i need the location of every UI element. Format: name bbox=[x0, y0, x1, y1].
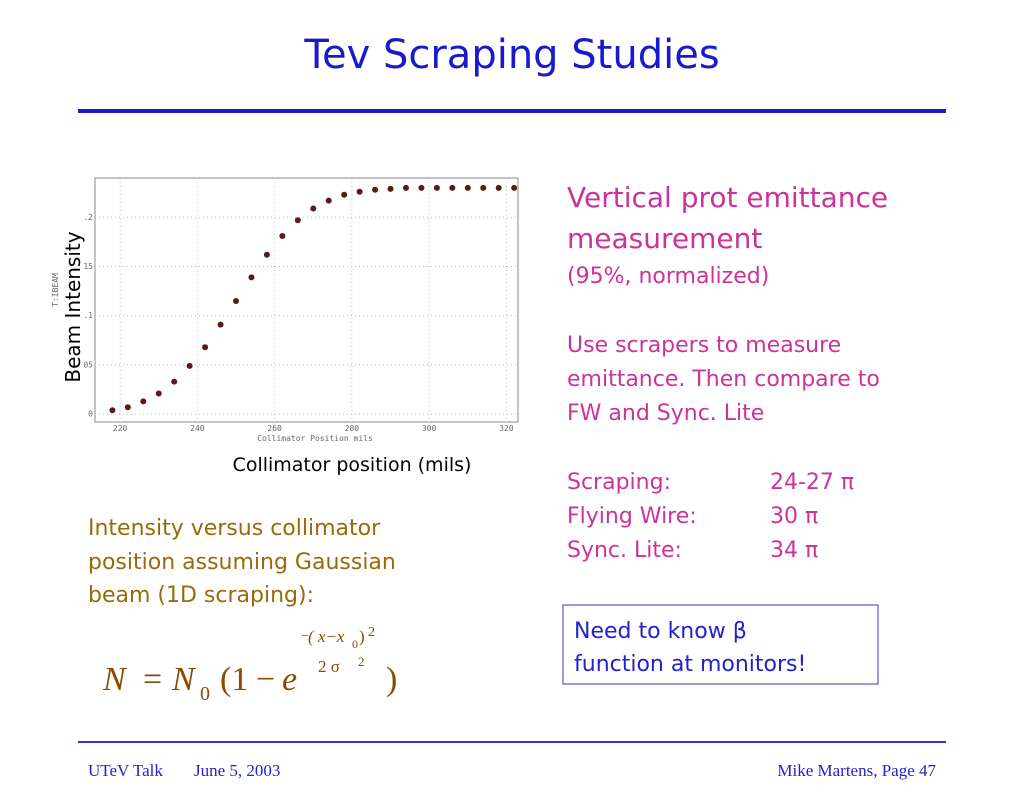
formula-part: N bbox=[171, 661, 197, 698]
y-tick-label: 05 bbox=[83, 360, 93, 369]
data-point bbox=[387, 185, 394, 192]
data-point bbox=[495, 184, 502, 191]
measurement-value: 34 π bbox=[770, 538, 818, 563]
formula-part: ) bbox=[359, 627, 365, 646]
slide-title: Tev Scraping Studies bbox=[303, 32, 719, 78]
data-point bbox=[449, 184, 456, 191]
paragraph-line: FW and Sync. Lite bbox=[567, 401, 764, 426]
footer-left: UTeV Talk bbox=[88, 761, 163, 780]
x-tick-label: 220 bbox=[113, 424, 128, 433]
formula-part: 2 σ bbox=[318, 657, 340, 676]
data-point bbox=[464, 184, 471, 191]
data-point bbox=[341, 191, 348, 198]
data-point bbox=[202, 344, 209, 351]
y-tick-label: 0 bbox=[88, 410, 93, 419]
measurement-label: Sync. Lite: bbox=[567, 538, 682, 563]
data-point bbox=[511, 184, 518, 191]
data-point bbox=[480, 184, 487, 191]
data-point bbox=[171, 378, 178, 385]
data-point bbox=[124, 404, 131, 411]
data-point bbox=[372, 186, 379, 193]
formula-part: − bbox=[256, 661, 275, 698]
data-point bbox=[433, 184, 440, 191]
formula: N = N 0 (1 − e − ( x−x 0 ) 2 2 σ 2 ) bbox=[102, 625, 397, 705]
x-tick-label: 280 bbox=[345, 424, 360, 433]
measurement-value: 30 π bbox=[770, 504, 818, 529]
formula-part: 0 bbox=[200, 683, 210, 705]
paragraph-line: emittance. Then compare to bbox=[567, 367, 880, 392]
data-point bbox=[294, 217, 301, 224]
data-point bbox=[310, 205, 317, 212]
data-point bbox=[356, 188, 363, 195]
chart-frame bbox=[94, 177, 519, 423]
data-point bbox=[233, 297, 239, 304]
measurement-value: 24-27 π bbox=[770, 470, 854, 495]
note-line: function at monitors! bbox=[574, 652, 806, 677]
footer-date: June 5, 2003 bbox=[194, 761, 280, 780]
formula-part: N bbox=[102, 661, 128, 698]
data-point bbox=[155, 390, 162, 397]
formula-part: 0 bbox=[352, 637, 358, 651]
footer-right: Mike Martens, Page 47 bbox=[777, 761, 936, 780]
x-tick-label: 320 bbox=[499, 424, 514, 433]
x-axis-label: Collimator Position mils bbox=[257, 434, 373, 443]
y-tick-label: 15 bbox=[83, 262, 93, 271]
note-line: Need to know β bbox=[574, 619, 747, 644]
data-point bbox=[325, 197, 332, 204]
measurement-label: Flying Wire: bbox=[567, 504, 697, 529]
x-tick-label: 240 bbox=[190, 424, 205, 433]
y-axis-title: Beam Intensity bbox=[61, 231, 85, 382]
formula-part: 2 bbox=[368, 625, 375, 640]
x-tick-label: 260 bbox=[267, 424, 282, 433]
paragraph-line: Use scrapers to measure bbox=[567, 333, 841, 358]
subheading: (95%, normalized) bbox=[567, 264, 769, 289]
y-tick-label: .1 bbox=[83, 311, 93, 320]
data-point bbox=[402, 184, 409, 191]
chart: 0 05 .1 15 .2 220 240 260 280 300 320 bbox=[83, 178, 518, 433]
heading: Vertical prot emittance bbox=[567, 181, 888, 214]
description-line: Intensity versus collimator bbox=[88, 516, 381, 541]
data-point bbox=[279, 233, 286, 240]
y-axis-label: T:IBEAM bbox=[51, 273, 60, 307]
measurement-label: Scraping: bbox=[567, 470, 671, 495]
heading: measurement bbox=[567, 222, 762, 255]
description-line: beam (1D scraping): bbox=[88, 583, 314, 608]
x-axis-title: Collimator position (mils) bbox=[233, 454, 472, 476]
data-point bbox=[217, 321, 224, 328]
note-box bbox=[562, 604, 879, 685]
data-point bbox=[186, 362, 193, 369]
data-point bbox=[140, 398, 147, 405]
formula-part: e bbox=[282, 661, 297, 698]
data-point bbox=[263, 251, 270, 258]
data-point bbox=[248, 274, 255, 281]
formula-part: − bbox=[301, 629, 309, 644]
y-tick-label: .2 bbox=[83, 213, 93, 222]
data-point bbox=[109, 407, 116, 414]
data-point bbox=[418, 184, 425, 191]
formula-part: 2 bbox=[358, 654, 365, 669]
x-tick-label: 300 bbox=[422, 424, 437, 433]
description-line: position assuming Gaussian bbox=[88, 550, 396, 575]
formula-part: ) bbox=[386, 661, 397, 698]
formula-part: = bbox=[143, 661, 162, 698]
formula-part: ( x−x bbox=[308, 627, 345, 646]
formula-part: (1 bbox=[220, 661, 248, 698]
